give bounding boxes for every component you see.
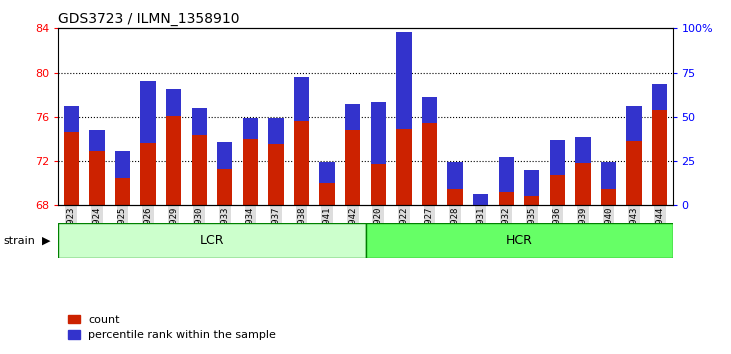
Bar bbox=[64, 106, 79, 132]
Legend: count, percentile rank within the sample: count, percentile rank within the sample bbox=[64, 310, 281, 345]
Bar bbox=[319, 162, 335, 183]
Bar bbox=[575, 137, 591, 163]
Bar bbox=[626, 106, 642, 141]
Bar bbox=[192, 108, 207, 135]
Bar bbox=[524, 170, 539, 205]
Bar bbox=[115, 151, 130, 178]
Text: LCR: LCR bbox=[200, 234, 224, 247]
Bar bbox=[366, 223, 673, 258]
Bar bbox=[652, 84, 667, 205]
Bar bbox=[140, 81, 156, 143]
Bar bbox=[166, 89, 181, 205]
Bar bbox=[550, 140, 565, 205]
Bar bbox=[396, 32, 412, 205]
Bar bbox=[601, 162, 616, 189]
Bar bbox=[268, 118, 284, 205]
Text: strain: strain bbox=[4, 236, 36, 246]
Bar bbox=[652, 84, 667, 110]
Bar bbox=[524, 170, 539, 196]
Bar bbox=[115, 151, 130, 205]
Bar bbox=[89, 130, 105, 205]
Bar bbox=[319, 162, 335, 205]
Bar bbox=[499, 156, 514, 192]
Text: ▶: ▶ bbox=[42, 236, 51, 246]
Bar bbox=[58, 223, 366, 258]
Bar bbox=[243, 118, 258, 205]
Bar bbox=[217, 142, 232, 205]
Bar bbox=[243, 118, 258, 139]
Bar bbox=[575, 137, 591, 205]
Bar bbox=[166, 89, 181, 116]
Bar bbox=[192, 108, 207, 205]
Bar bbox=[473, 194, 488, 205]
Bar bbox=[422, 97, 437, 124]
Bar bbox=[422, 97, 437, 205]
Bar bbox=[601, 162, 616, 205]
Bar bbox=[447, 162, 463, 205]
Bar bbox=[447, 162, 463, 189]
Bar bbox=[294, 77, 309, 205]
Bar bbox=[396, 32, 412, 129]
Bar bbox=[217, 142, 232, 169]
Bar bbox=[499, 156, 514, 205]
Text: HCR: HCR bbox=[506, 234, 532, 247]
Bar bbox=[268, 118, 284, 144]
Bar bbox=[371, 102, 386, 164]
Bar bbox=[345, 103, 360, 130]
Bar bbox=[64, 106, 79, 205]
Bar bbox=[89, 130, 105, 152]
Text: GDS3723 / ILMN_1358910: GDS3723 / ILMN_1358910 bbox=[58, 12, 240, 26]
Bar bbox=[550, 140, 565, 176]
Bar bbox=[140, 81, 156, 205]
Bar bbox=[371, 102, 386, 205]
Bar bbox=[345, 103, 360, 205]
Bar bbox=[294, 77, 309, 121]
Bar bbox=[626, 106, 642, 205]
Bar bbox=[473, 194, 488, 221]
